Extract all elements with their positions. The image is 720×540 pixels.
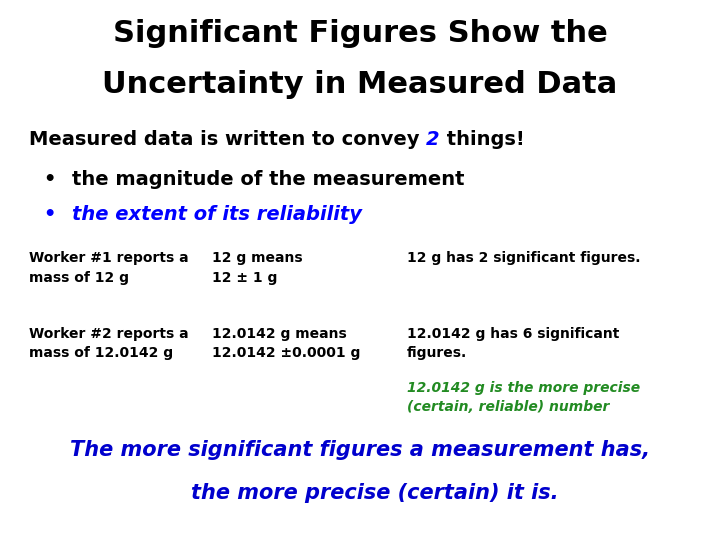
Text: Worker #2 reports a
mass of 12.0142 g: Worker #2 reports a mass of 12.0142 g (29, 327, 189, 360)
Text: 12 g means
12 ± 1 g: 12 g means 12 ± 1 g (212, 251, 303, 285)
Text: Measured data is written to convey: Measured data is written to convey (29, 130, 426, 148)
Text: Worker #1 reports a
mass of 12 g: Worker #1 reports a mass of 12 g (29, 251, 189, 285)
Text: •: • (43, 205, 55, 224)
Text: Uncertainty in Measured Data: Uncertainty in Measured Data (102, 70, 618, 99)
Text: 12.0142 g is the more precise
(certain, reliable) number: 12.0142 g is the more precise (certain, … (407, 381, 640, 414)
Text: The more significant figures a measurement has,: The more significant figures a measureme… (70, 440, 650, 460)
Text: the magnitude of the measurement: the magnitude of the measurement (72, 170, 464, 189)
Text: 2: 2 (426, 130, 440, 148)
Text: •: • (43, 170, 55, 189)
Text: 12.0142 g means
12.0142 ±0.0001 g: 12.0142 g means 12.0142 ±0.0001 g (212, 327, 361, 360)
Text: 12 g has 2 significant figures.: 12 g has 2 significant figures. (407, 251, 640, 265)
Text: Significant Figures Show the: Significant Figures Show the (112, 19, 608, 48)
Text: the more precise (certain) it is.: the more precise (certain) it is. (162, 483, 558, 503)
Text: the extent of its reliability: the extent of its reliability (72, 205, 362, 224)
Text: 12.0142 g has 6 significant
figures.: 12.0142 g has 6 significant figures. (407, 327, 619, 360)
Text: things!: things! (440, 130, 524, 148)
